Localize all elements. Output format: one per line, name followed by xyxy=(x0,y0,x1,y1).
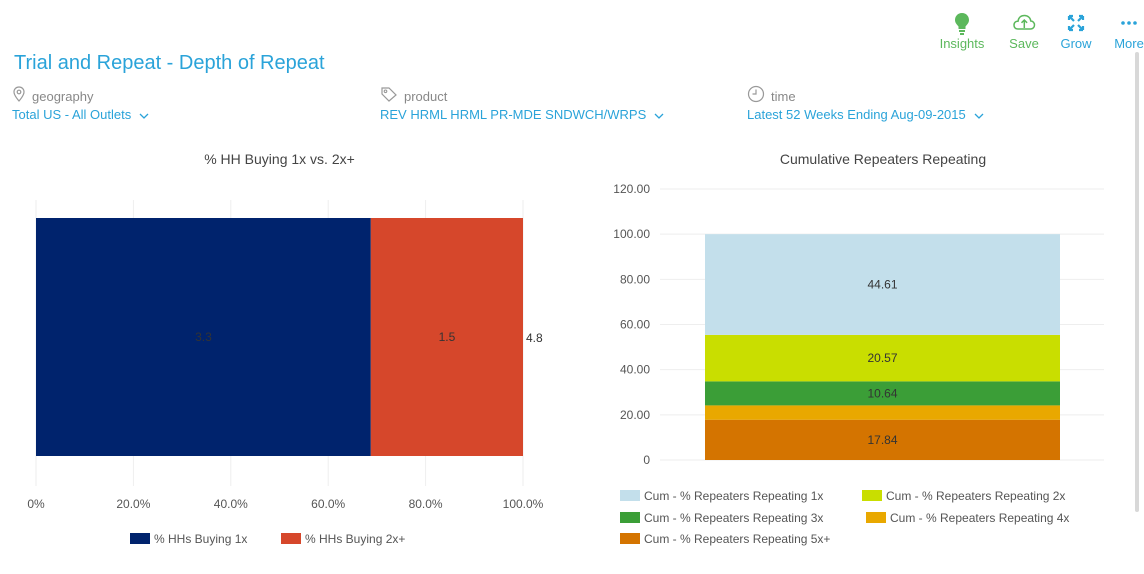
geography-filter: geography Total US - All Outlets xyxy=(12,85,149,122)
repeaters-legend-label: Cum - % Repeaters Repeating 2x xyxy=(886,489,1065,503)
product-filter: product REV HRML HRML PR-MDE SNDWCH/WRPS xyxy=(380,86,664,122)
repeaters-bar-segment[interactable] xyxy=(705,419,1060,460)
toolbar: Insights Save Grow More xyxy=(924,10,1144,58)
repeaters-bars: 17.84 10.64 20.57 44.61 xyxy=(705,234,1060,460)
hh-buying-total-label: 4.8 xyxy=(526,331,543,345)
repeaters-legend-label: Cum - % Repeaters Repeating 1x xyxy=(644,489,823,503)
product-value: REV HRML HRML PR-MDE SNDWCH/WRPS xyxy=(380,107,647,122)
product-label: product xyxy=(404,88,448,104)
hh-buying-bar-segment[interactable] xyxy=(36,218,371,456)
lightbulb-icon xyxy=(932,10,992,36)
product-dropdown[interactable]: REV HRML HRML PR-MDE SNDWCH/WRPS xyxy=(380,107,664,122)
vertical-scrollbar[interactable] xyxy=(1135,52,1139,512)
repeaters-legend-swatch xyxy=(866,512,886,523)
hh-buying-bar-value: 1.5 xyxy=(439,330,456,344)
repeaters-bar-segment[interactable] xyxy=(705,234,1060,335)
time-value: Latest 52 Weeks Ending Aug-09-2015 xyxy=(747,107,966,122)
more-dots-icon xyxy=(1099,10,1144,36)
hh-buying-legend-swatch xyxy=(281,533,301,544)
time-filter: time Latest 52 Weeks Ending Aug-09-2015 xyxy=(747,85,984,122)
hh-buying-chart-title: % HH Buying 1x vs. 2x+ xyxy=(204,151,355,167)
hh-buying-x-tick: 0% xyxy=(27,497,45,511)
hh-buying-legend-swatch xyxy=(130,533,150,544)
repeaters-y-tick: 40.00 xyxy=(620,363,650,377)
repeaters-y-tick: 80.00 xyxy=(620,272,650,286)
repeaters-bar-segment[interactable] xyxy=(705,405,1060,420)
hh-buying-x-tick: 60.0% xyxy=(311,497,345,511)
repeaters-legend-swatch xyxy=(620,512,640,523)
save-label: Save xyxy=(1009,36,1039,51)
cloud-upload-icon xyxy=(994,10,1054,36)
time-label: time xyxy=(771,88,796,104)
expand-icon xyxy=(1046,10,1106,36)
repeaters-bar-segment[interactable] xyxy=(705,334,1060,382)
repeaters-y-tick: 20.00 xyxy=(620,408,650,422)
repeaters-legend: Cum - % Repeaters Repeating 1x Cum - % Re… xyxy=(620,489,1069,546)
save-button[interactable]: Save xyxy=(994,10,1054,51)
chevron-down-icon xyxy=(139,107,149,122)
repeaters-legend-swatch xyxy=(620,490,640,501)
tag-icon xyxy=(380,86,398,107)
repeaters-legend-label: Cum - % Repeaters Repeating 5x+ xyxy=(644,532,830,546)
insights-label: Insights xyxy=(939,36,985,51)
hh-buying-legend: % HHs Buying 1x % HHs Buying 2x+ xyxy=(130,532,405,546)
hh-buying-x-tick: 40.0% xyxy=(214,497,248,511)
geography-dropdown[interactable]: Total US - All Outlets xyxy=(12,107,149,122)
hh-buying-x-tick: 100.0% xyxy=(503,497,544,511)
time-dropdown[interactable]: Latest 52 Weeks Ending Aug-09-2015 xyxy=(747,107,984,122)
repeaters-legend-label: Cum - % Repeaters Repeating 4x xyxy=(890,511,1069,525)
more-label: More xyxy=(1114,36,1144,51)
repeaters-legend-swatch xyxy=(862,490,882,501)
repeaters-chart-title: Cumulative Repeaters Repeating xyxy=(780,151,986,167)
repeaters-bar-value: 17.84 xyxy=(867,433,897,447)
location-pin-icon xyxy=(12,85,26,107)
repeaters-legend-label: Cum - % Repeaters Repeating 3x xyxy=(644,511,823,525)
repeaters-y-tick: 0 xyxy=(643,453,650,467)
hh-buying-x-tick: 80.0% xyxy=(409,497,443,511)
chevron-down-icon xyxy=(654,107,664,122)
page-title: Trial and Repeat - Depth of Repeat xyxy=(14,52,325,74)
hh-buying-legend-label: % HHs Buying 2x+ xyxy=(305,532,405,546)
repeaters-y-tick: 100.00 xyxy=(613,227,650,241)
geography-label: geography xyxy=(32,88,94,104)
hh-buying-x-axis: 0% 20.0% 40.0% 60.0% 80.0% 100.0% xyxy=(27,497,543,511)
repeaters-y-tick: 60.00 xyxy=(620,318,650,332)
clock-icon xyxy=(747,85,765,108)
more-button[interactable]: More xyxy=(1099,10,1144,51)
grow-button[interactable]: Grow xyxy=(1046,10,1106,51)
hh-buying-bar-value: 3.3 xyxy=(195,330,212,344)
hh-buying-legend-label: % HHs Buying 1x xyxy=(154,532,247,546)
hh-buying-bars: 3.3 1.5 4.8 xyxy=(36,218,543,456)
grow-label: Grow xyxy=(1060,36,1092,51)
chevron-down-icon xyxy=(974,107,984,122)
hh-buying-bar-segment[interactable] xyxy=(370,218,523,456)
repeaters-bar-segment[interactable] xyxy=(705,381,1060,406)
repeaters-y-tick: 120.00 xyxy=(613,182,650,196)
hh-buying-x-tick: 20.0% xyxy=(116,497,150,511)
repeaters-bar-value: 44.61 xyxy=(867,278,897,292)
repeaters-legend-swatch xyxy=(620,533,640,544)
insights-button[interactable]: Insights xyxy=(932,10,992,51)
geography-value: Total US - All Outlets xyxy=(12,107,132,122)
repeaters-y-axis: 0 20.00 40.00 60.00 80.00 100.00 120.00 xyxy=(613,182,650,467)
charts-canvas: % HH Buying 1x vs. 2x+ 3.3 1.5 4.8 0% 20.0%… xyxy=(27,151,1104,546)
repeaters-bar-value: 10.64 xyxy=(867,386,897,400)
repeaters-bar-value: 20.57 xyxy=(867,351,897,365)
